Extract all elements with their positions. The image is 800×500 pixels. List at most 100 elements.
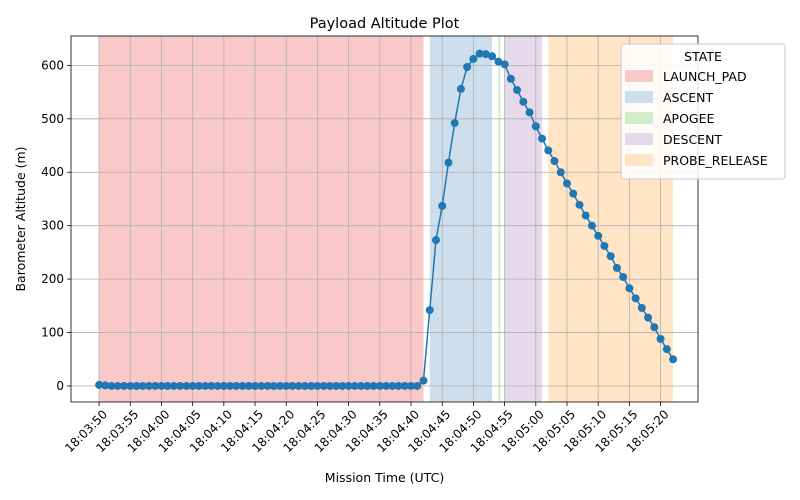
data-point	[388, 381, 397, 390]
data-point	[126, 381, 135, 390]
data-point	[107, 381, 116, 390]
y-tick-label: 100	[41, 326, 64, 340]
data-point	[194, 381, 203, 390]
data-point	[407, 381, 416, 390]
legend-label: DESCENT	[663, 132, 722, 147]
data-point	[619, 272, 628, 281]
data-point	[219, 381, 228, 390]
legend: STATE LAUNCH_PAD ASCENT APOGEE DESCENT PROBE…	[620, 43, 786, 180]
chart-title: Payload Altitude Plot	[310, 16, 460, 32]
data-point	[357, 381, 366, 390]
data-point	[562, 179, 571, 188]
data-point	[556, 168, 565, 177]
legend-label: APOGEE	[663, 111, 715, 126]
data-point	[276, 381, 284, 390]
data-point	[400, 381, 409, 390]
data-point	[419, 376, 428, 385]
data-point	[481, 50, 490, 59]
data-point	[232, 381, 241, 390]
data-point	[612, 263, 621, 272]
data-point	[201, 381, 210, 390]
data-point	[450, 119, 459, 128]
legend-swatch	[625, 70, 653, 82]
data-point	[538, 134, 547, 143]
data-point	[101, 381, 110, 390]
data-point	[456, 84, 465, 93]
legend-title: STATE	[684, 49, 722, 64]
data-point	[151, 381, 160, 390]
data-point	[113, 381, 122, 390]
data-point	[656, 334, 665, 343]
data-point	[600, 241, 609, 250]
grid-lines	[71, 36, 698, 402]
data-point	[207, 381, 216, 390]
data-point	[581, 211, 590, 220]
data-point	[282, 381, 291, 390]
data-point	[513, 85, 522, 94]
state-band-apogee	[498, 36, 501, 402]
data-point	[587, 221, 596, 230]
y-tick-label: 600	[41, 58, 64, 72]
y-axis: 0 100 200 300 400 500 600	[41, 58, 71, 393]
data-point	[644, 313, 653, 322]
legend-swatch	[625, 112, 653, 124]
legend-label: PROBE_RELEASE	[663, 153, 768, 168]
data-point	[244, 381, 253, 390]
data-point	[625, 284, 634, 293]
data-point	[550, 157, 559, 166]
y-tick-label: 500	[41, 112, 64, 126]
state-band-launch-pad	[99, 36, 424, 402]
data-point	[382, 381, 391, 390]
data-point	[631, 294, 640, 303]
data-point	[176, 381, 185, 390]
data-point	[431, 236, 440, 245]
data-point	[263, 381, 272, 390]
data-point	[369, 381, 378, 390]
data-point	[438, 201, 447, 210]
data-point	[213, 381, 222, 390]
state-band-descent	[504, 36, 543, 402]
y-tick-label: 200	[41, 272, 64, 286]
data-point	[575, 200, 584, 209]
data-point	[313, 381, 322, 390]
legend-swatch	[625, 91, 653, 103]
data-point	[488, 52, 497, 61]
data-point	[500, 60, 509, 69]
y-tick-label: 300	[41, 219, 64, 233]
data-point	[325, 381, 334, 390]
state-bands	[99, 36, 674, 402]
data-point	[469, 54, 478, 63]
legend-box	[620, 43, 786, 180]
data-point	[525, 108, 534, 117]
data-point	[463, 62, 472, 71]
legend-swatch	[625, 133, 653, 145]
data-point	[494, 57, 503, 66]
y-tick-label: 400	[41, 165, 64, 179]
data-point	[288, 381, 297, 390]
data-point	[95, 380, 104, 389]
data-point	[338, 381, 347, 390]
data-point	[606, 252, 615, 261]
data-point	[169, 381, 178, 390]
legend-swatch	[625, 154, 653, 166]
data-point	[425, 306, 434, 315]
series-altitude	[95, 49, 678, 390]
data-point	[444, 158, 453, 167]
data-point	[300, 381, 309, 390]
data-point	[138, 381, 147, 390]
data-point	[144, 381, 153, 390]
data-point	[257, 381, 266, 390]
data-point	[650, 323, 659, 332]
data-point	[120, 381, 129, 390]
data-point	[163, 381, 172, 390]
data-point	[319, 381, 328, 390]
data-point	[394, 381, 403, 390]
data-point	[637, 303, 646, 312]
data-point	[132, 381, 141, 390]
legend-label: LAUNCH_PAD	[663, 69, 747, 84]
legend-items: LAUNCH_PAD ASCENT APOGEE DESCENT PROBE_RELEA…	[625, 69, 768, 168]
data-point	[269, 381, 278, 390]
x-axis-label: Mission Time (UTC)	[325, 470, 444, 485]
data-point	[519, 97, 528, 106]
